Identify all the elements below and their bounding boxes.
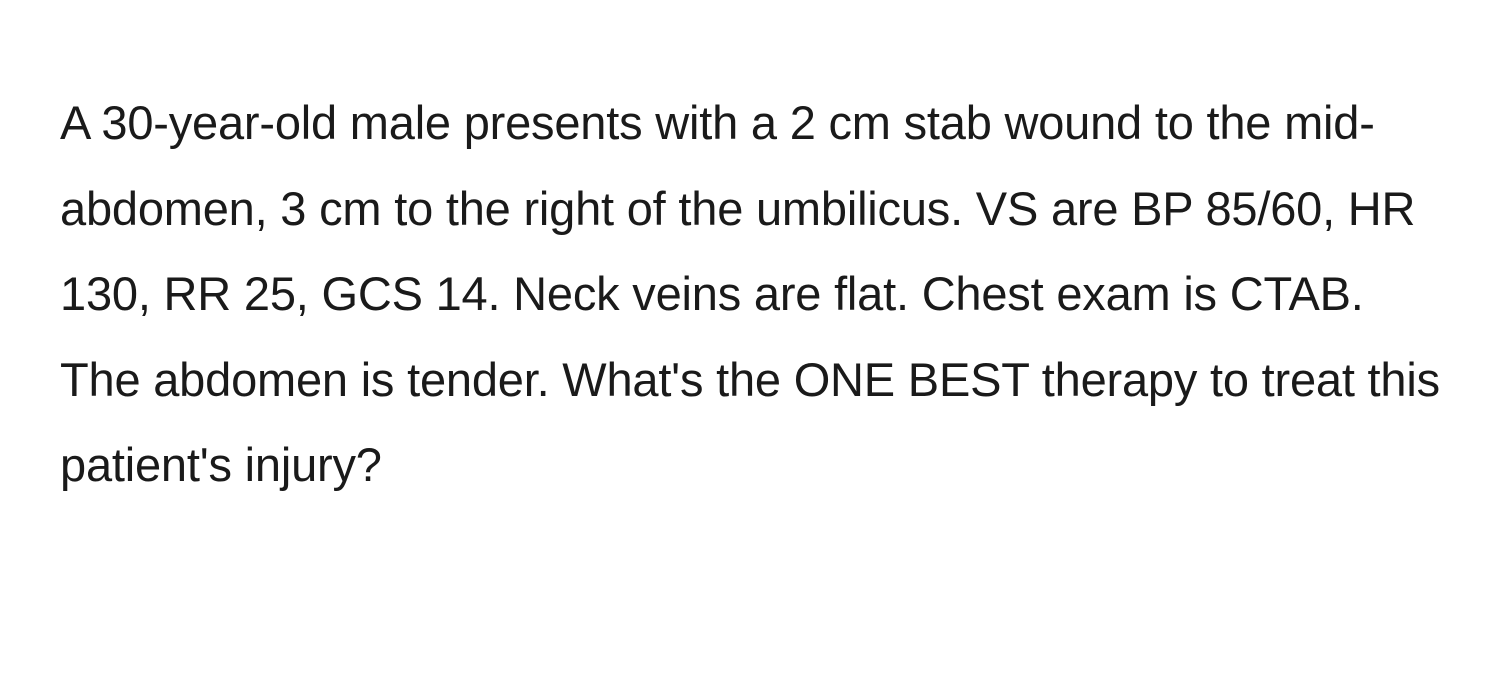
question-text: A 30-year-old male presents with a 2 cm … xyxy=(60,80,1440,508)
